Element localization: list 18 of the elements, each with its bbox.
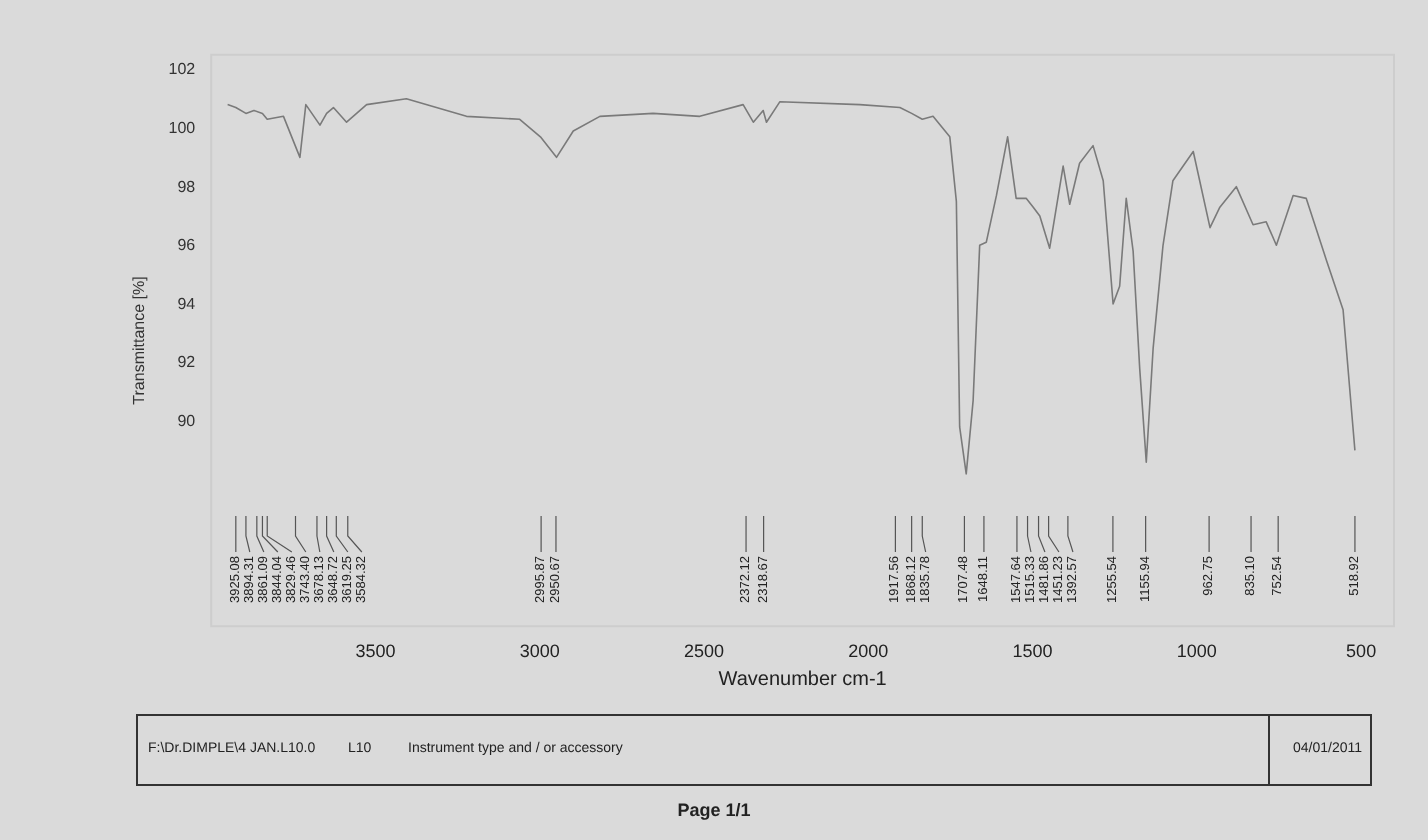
x-tick-label: 3000	[519, 641, 560, 662]
y-tick-label: 98	[177, 177, 197, 196]
y-axis-title: Transmittance [%]	[129, 276, 148, 405]
x-tick-label: 2000	[848, 641, 889, 662]
y-tick-label: 94	[177, 294, 197, 313]
y-tick-label: 96	[177, 236, 197, 255]
y-tick-label: 102	[168, 60, 197, 79]
text: Page 1/1	[675, 800, 753, 820]
x-tick-label: 3500	[355, 641, 396, 662]
x-tick-label: 1000	[1176, 641, 1217, 662]
x-axis-title: Wavenumber cm-1	[718, 669, 888, 691]
x-tick-label: 1500	[1012, 641, 1053, 662]
x-tick-label: 500	[1346, 641, 1377, 662]
y-tick-label: 92	[177, 353, 197, 372]
y-tick-label: 90	[177, 412, 197, 431]
y-tick-label: 100	[168, 119, 197, 138]
x-tick-label: 2500	[684, 641, 725, 662]
line-series	[226, 97, 1356, 475]
